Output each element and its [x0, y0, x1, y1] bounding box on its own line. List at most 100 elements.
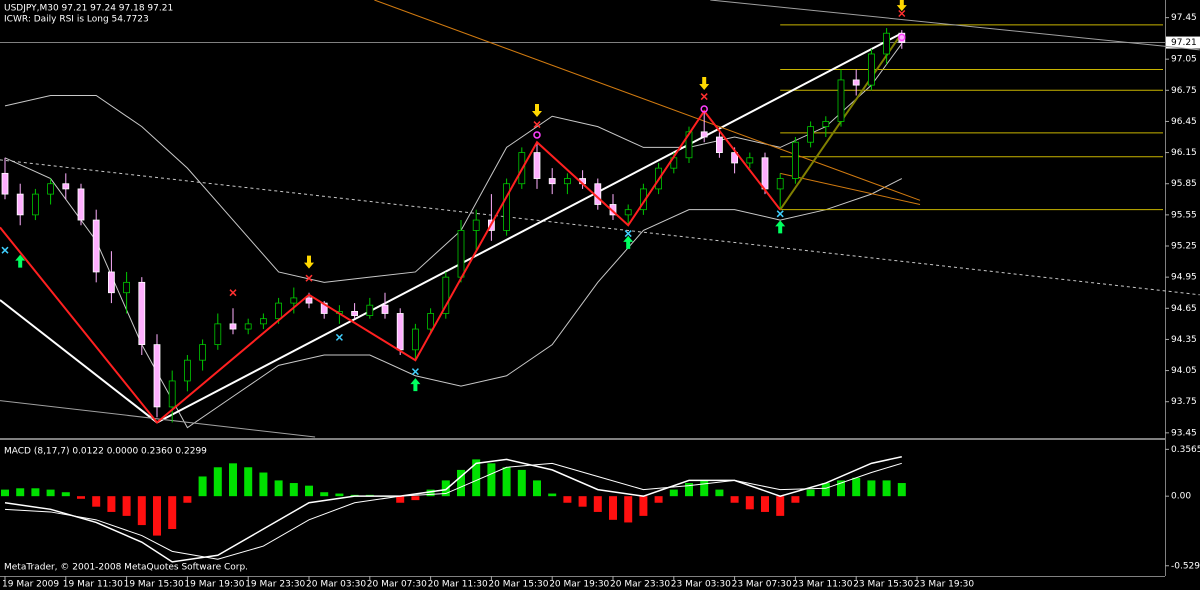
trendline: [156, 32, 903, 424]
macd-bar: [852, 477, 861, 497]
candle-body: [776, 178, 784, 190]
arrow-down: [699, 77, 710, 91]
macd-bar: [396, 496, 405, 503]
macd-bar: [882, 480, 891, 497]
candle-body: [381, 304, 389, 314]
arrow-up: [623, 235, 634, 249]
arrow-up: [775, 220, 786, 234]
macd-bar: [502, 467, 511, 497]
candle-body: [731, 152, 738, 164]
macd-bar: [153, 496, 161, 536]
y-tick-label: 94.65: [1171, 304, 1197, 314]
candle-body: [442, 276, 450, 314]
macd-bar: [776, 496, 785, 516]
candle-body: [700, 131, 708, 138]
macd-bar: [700, 480, 709, 497]
x-tick-label: 23 Mar 11:30: [792, 580, 852, 590]
x-tick-label: 20 Mar 07:30: [367, 580, 427, 590]
candle-body: [108, 271, 115, 294]
candle-body: [229, 323, 237, 330]
candle-body: [1, 172, 9, 195]
y-tick-label: 96.15: [1171, 148, 1197, 158]
candle-body: [594, 183, 602, 205]
macd-bar: [441, 480, 450, 497]
macd-bar: [563, 496, 572, 503]
trendline: [0, 299, 158, 424]
macd-bar: [745, 496, 754, 510]
y-tick-label: 94.95: [1171, 273, 1197, 283]
y-tick-label: 93.75: [1171, 397, 1197, 407]
candle-body: [716, 136, 723, 153]
candle-body: [275, 302, 283, 320]
price-label: 97.21: [1171, 38, 1197, 48]
arrow-up: [15, 254, 26, 268]
macd-bar: [517, 469, 526, 497]
candle-body: [837, 79, 845, 122]
y-tick-label: 95.25: [1171, 242, 1197, 252]
candle-body: [214, 323, 222, 346]
subtitle: ICWR: Daily RSI is Long 54.7723: [4, 15, 149, 25]
candle-body: [624, 209, 632, 216]
macd-bar: [654, 496, 663, 503]
candle-body: [77, 188, 85, 221]
candle-body: [16, 193, 24, 216]
cross-up: [624, 230, 632, 238]
macd-bar: [335, 493, 344, 497]
macd-bar: [274, 480, 283, 497]
macd-bar: [837, 480, 845, 497]
candle-body: [746, 157, 754, 164]
trendline: [710, 0, 1200, 51]
macd-title: MACD (8,17,7) 0.0122 0.0000 0.2360 0.229…: [4, 447, 207, 457]
candle-body: [685, 131, 693, 159]
y-tick-label: -0.5297: [1171, 561, 1200, 571]
macd-bar: [548, 493, 557, 497]
candle-body: [396, 313, 404, 351]
macd-bar: [289, 483, 298, 497]
trendline: [780, 172, 921, 205]
macd-bar: [821, 483, 830, 497]
candle-body: [153, 344, 161, 408]
candle-body: [411, 328, 419, 351]
x-tick-label: 20 Mar 19:30: [549, 580, 609, 590]
signal-circle: [533, 131, 541, 139]
x-tick-label: 20 Mar 03:30: [306, 580, 366, 590]
macd-bar: [229, 463, 237, 497]
candle-body: [199, 344, 207, 361]
y-tick-label: 93.45: [1171, 428, 1197, 438]
macd-signal: [4, 462, 902, 560]
x-tick-label: 23 Mar 19:30: [914, 580, 974, 590]
macd-bar: [867, 480, 876, 497]
candle-body: [62, 183, 70, 190]
cross-down: [305, 274, 313, 282]
candle-body: [533, 152, 541, 179]
macd-bar: [213, 467, 222, 497]
price-label-bg: [1166, 36, 1200, 49]
macd-bar: [426, 489, 435, 497]
macd-bar: [31, 488, 40, 497]
x-tick-label: 19 Mar 2009: [2, 580, 59, 590]
candle-body: [32, 193, 39, 216]
x-tick-label: 23 Mar 03:30: [671, 580, 731, 590]
candle-body: [244, 323, 252, 330]
cross-up: [411, 368, 419, 376]
candle-body: [351, 311, 359, 316]
y-tick-label: 97.45: [1171, 13, 1197, 23]
y-tick-label: 94.05: [1171, 366, 1197, 376]
arrow-down: [896, 0, 907, 12]
macd-bar: [77, 496, 85, 499]
candle-body: [305, 297, 313, 304]
candle-body: [564, 178, 571, 185]
macd-bar: [639, 496, 648, 516]
macd-bar: [791, 496, 800, 503]
signal-circle: [898, 33, 906, 42]
x-tick-label: 20 Mar 15:30: [488, 580, 548, 590]
cross-up: [1, 246, 9, 254]
cross-up: [776, 210, 784, 218]
macd-bar: [107, 496, 116, 512]
macd-bar: [46, 489, 55, 497]
candle-body: [168, 380, 176, 408]
macd-bar: [897, 483, 906, 497]
candle-body: [761, 157, 769, 190]
arrow-down: [304, 255, 314, 269]
